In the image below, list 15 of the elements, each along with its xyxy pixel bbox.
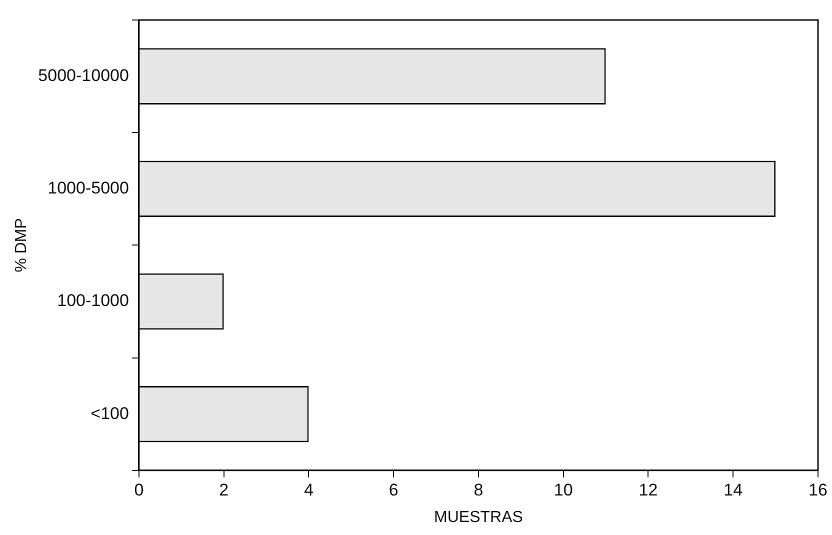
x-tick-label: 4 [304, 480, 314, 500]
y-tick-label: 5000-10000 [38, 66, 129, 85]
x-tick-label: 16 [808, 480, 828, 500]
y-axis-title: % DMP [13, 218, 30, 272]
y-tick-label: 100-1000 [57, 291, 129, 310]
x-tick-label: 12 [638, 480, 658, 500]
x-tick-label: 6 [388, 480, 398, 500]
x-axis-title: MUESTRAS [434, 508, 523, 526]
x-tick-label: 0 [134, 480, 144, 500]
x-tick-label: 14 [724, 480, 743, 500]
x-tick-label: 8 [474, 480, 484, 500]
y-tick-label: 1000-5000 [48, 178, 129, 198]
x-tick-label: 10 [554, 480, 573, 500]
x-tick-label: 2 [219, 480, 229, 500]
y-tick-label: <100 [90, 404, 129, 423]
